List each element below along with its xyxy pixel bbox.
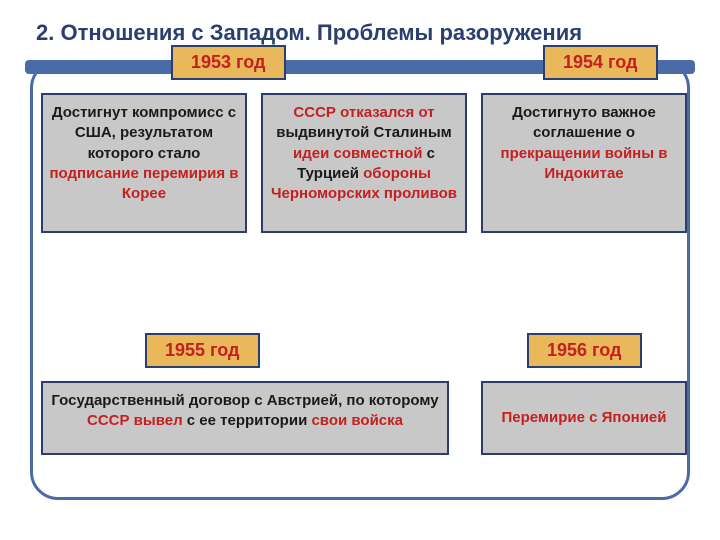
text-plain: Достигнут компромисс с США, результатом …	[52, 104, 236, 162]
text-plain: Достигнуто важное соглашение о	[512, 104, 656, 141]
text-plain: выдвинутой Сталиным	[276, 124, 452, 141]
text-highlight: СССР вывел	[87, 412, 183, 429]
event-box-austria: Государственный договор с Австрией, по к…	[41, 381, 449, 455]
event-box-korea: Достигнут компромисс с США, результатом …	[41, 93, 247, 233]
text-highlight: СССР отказался от	[293, 104, 434, 121]
text-plain: с ее территории	[183, 412, 312, 429]
content-frame: 1953 год 1954 год 1955 год 1956 год Дост…	[30, 60, 690, 500]
year-badge-1954: 1954 год	[543, 45, 658, 80]
text-highlight: Перемирие с Японией	[502, 408, 667, 428]
text-highlight: идеи совместной	[293, 145, 422, 162]
page-title: 2. Отношения с Западом. Проблемы разоруж…	[30, 20, 690, 46]
year-badge-1956: 1956 год	[527, 333, 642, 368]
text-highlight: свои войска	[311, 412, 403, 429]
text-highlight: прекращении войны в Индокитае	[501, 145, 668, 182]
slide: 2. Отношения с Западом. Проблемы разоруж…	[0, 0, 720, 540]
year-badge-1953: 1953 год	[171, 45, 286, 80]
event-box-japan: Перемирие с Японией	[481, 381, 687, 455]
text-highlight: подписание перемирия в Корее	[49, 165, 238, 202]
year-badge-1955: 1955 год	[145, 333, 260, 368]
event-box-turkey: СССР отказался от выдвинутой Сталиным ид…	[261, 93, 467, 233]
event-box-indochina: Достигнуто важное соглашение о прекращен…	[481, 93, 687, 233]
text-plain: Государственный договор с Австрией, по к…	[51, 392, 438, 409]
